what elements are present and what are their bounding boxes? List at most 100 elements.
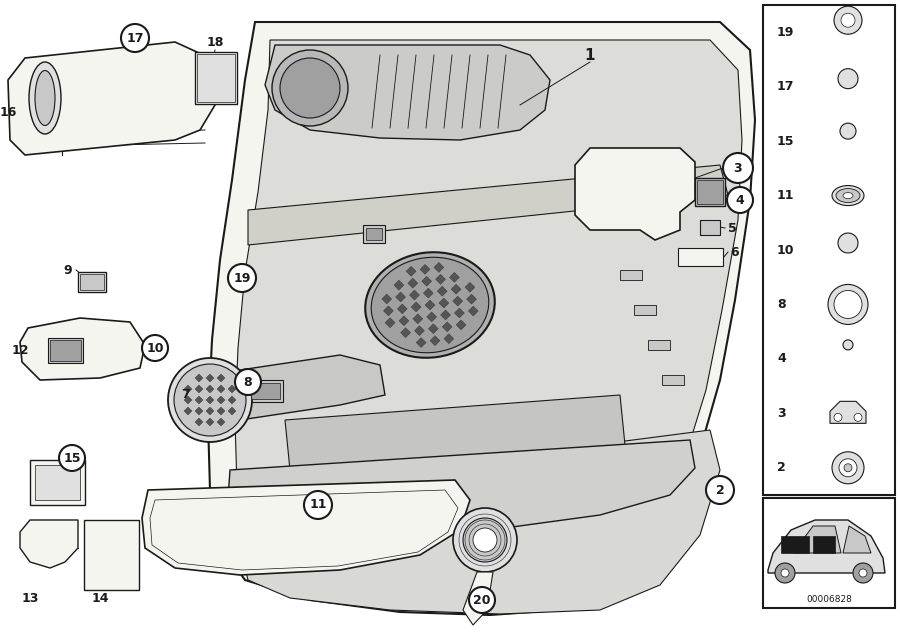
Text: 7: 7 (181, 389, 189, 401)
Polygon shape (399, 316, 409, 326)
FancyBboxPatch shape (678, 248, 723, 266)
Ellipse shape (832, 185, 864, 206)
Text: 11: 11 (310, 498, 327, 512)
Text: 3: 3 (777, 407, 786, 420)
Polygon shape (425, 300, 435, 310)
Circle shape (723, 153, 753, 183)
Circle shape (841, 13, 855, 27)
Polygon shape (416, 338, 426, 347)
Text: 8: 8 (777, 298, 786, 311)
Polygon shape (408, 278, 418, 288)
Polygon shape (206, 418, 214, 426)
FancyBboxPatch shape (80, 274, 104, 290)
Circle shape (839, 458, 857, 477)
Polygon shape (406, 266, 416, 276)
Polygon shape (793, 526, 841, 553)
Polygon shape (428, 324, 438, 334)
Polygon shape (411, 302, 421, 312)
Polygon shape (285, 395, 625, 470)
Polygon shape (238, 430, 720, 614)
Polygon shape (430, 336, 440, 345)
Circle shape (843, 340, 853, 350)
Polygon shape (217, 385, 225, 393)
Circle shape (706, 476, 734, 504)
Text: 17: 17 (777, 80, 795, 93)
FancyBboxPatch shape (251, 383, 280, 399)
FancyBboxPatch shape (662, 375, 684, 385)
Polygon shape (434, 262, 444, 272)
Text: 10: 10 (777, 243, 795, 257)
Polygon shape (206, 385, 214, 393)
Polygon shape (195, 374, 203, 382)
Polygon shape (422, 276, 432, 286)
Ellipse shape (35, 70, 55, 126)
Circle shape (304, 491, 332, 519)
Polygon shape (463, 572, 493, 625)
Polygon shape (195, 418, 203, 426)
Polygon shape (436, 274, 446, 284)
FancyBboxPatch shape (78, 272, 106, 292)
FancyBboxPatch shape (30, 460, 85, 505)
Circle shape (775, 563, 795, 583)
Circle shape (838, 69, 858, 89)
Polygon shape (396, 292, 406, 302)
Ellipse shape (836, 189, 860, 203)
Polygon shape (195, 396, 203, 404)
Text: 16: 16 (0, 105, 17, 119)
Text: 17: 17 (126, 32, 144, 44)
Circle shape (469, 587, 495, 613)
Circle shape (473, 528, 497, 552)
Text: 11: 11 (777, 189, 795, 202)
Polygon shape (439, 298, 449, 308)
Circle shape (280, 58, 340, 118)
Polygon shape (142, 480, 470, 575)
Circle shape (844, 464, 852, 472)
Polygon shape (440, 310, 451, 320)
Circle shape (142, 335, 168, 361)
Polygon shape (150, 490, 458, 570)
Polygon shape (206, 374, 214, 382)
Text: 8: 8 (244, 375, 252, 389)
FancyBboxPatch shape (781, 536, 809, 553)
Polygon shape (184, 407, 192, 415)
Circle shape (859, 569, 867, 577)
Polygon shape (235, 40, 742, 605)
Polygon shape (410, 290, 419, 300)
Polygon shape (449, 272, 459, 283)
Polygon shape (383, 306, 393, 316)
Text: 5: 5 (727, 222, 736, 234)
Ellipse shape (29, 62, 61, 134)
FancyBboxPatch shape (195, 52, 237, 104)
Circle shape (832, 451, 864, 484)
Text: 1: 1 (585, 48, 595, 62)
Polygon shape (8, 42, 215, 155)
FancyBboxPatch shape (620, 270, 642, 280)
Text: 15: 15 (777, 135, 795, 147)
Circle shape (834, 6, 862, 34)
Text: 18: 18 (206, 36, 224, 48)
Polygon shape (466, 294, 477, 304)
Polygon shape (217, 407, 225, 415)
Polygon shape (385, 318, 395, 328)
Polygon shape (394, 280, 404, 290)
Polygon shape (206, 407, 214, 415)
Polygon shape (843, 526, 871, 553)
FancyBboxPatch shape (50, 340, 81, 361)
Polygon shape (20, 520, 78, 568)
Polygon shape (217, 374, 225, 382)
Polygon shape (444, 334, 454, 344)
Circle shape (121, 24, 149, 52)
Polygon shape (437, 286, 447, 296)
FancyBboxPatch shape (763, 498, 895, 608)
Circle shape (781, 569, 789, 577)
Circle shape (834, 290, 862, 318)
Polygon shape (217, 396, 225, 404)
Circle shape (453, 508, 517, 572)
Text: 2: 2 (716, 483, 724, 497)
FancyBboxPatch shape (763, 5, 895, 495)
Text: 15: 15 (63, 451, 81, 464)
FancyBboxPatch shape (366, 228, 382, 240)
Polygon shape (195, 407, 203, 415)
Circle shape (463, 518, 507, 562)
Circle shape (235, 369, 261, 395)
